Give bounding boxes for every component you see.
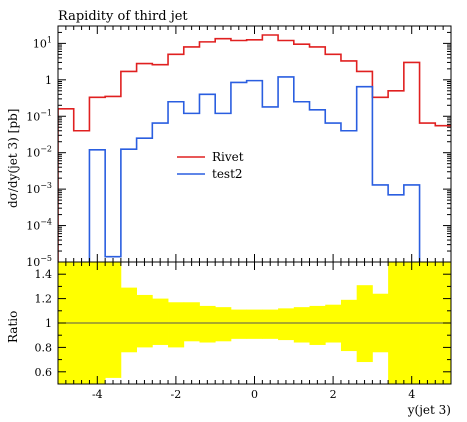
ratio-band-bin	[230, 309, 248, 339]
ratio-band-bin	[340, 299, 358, 352]
legend-label-test2: test2	[212, 167, 243, 181]
ratio-y-tick-label: 1.4	[35, 268, 53, 281]
ratio-band-bin	[293, 307, 310, 343]
ratio-y-tick-label: 0.8	[35, 341, 53, 354]
ratio-band-bin	[183, 302, 200, 342]
ratio-band-bin	[199, 305, 216, 343]
ratio-band-bin	[120, 287, 137, 353]
legend: Rivet test2	[177, 150, 244, 181]
x-tick-label: -4	[92, 388, 103, 401]
ratio-band-bin	[262, 309, 279, 339]
ratio-axis-label: Ratio	[6, 311, 20, 343]
series-rivet-line	[58, 34, 451, 262]
x-tick-label: 0	[251, 388, 258, 401]
y-tick-label: 10−5	[26, 254, 52, 269]
x-tick-label: 4	[408, 388, 415, 401]
y-tick-label: 10−4	[26, 218, 52, 233]
x-tick-label: -2	[171, 388, 182, 401]
y-tick-label: 10−1	[26, 108, 52, 123]
ratio-band-bin	[168, 302, 185, 348]
ratio-band-bin	[278, 308, 295, 341]
series-test2-line	[88, 76, 421, 262]
x-tick-label: 2	[330, 388, 337, 401]
ratio-band-bin	[356, 285, 373, 363]
y-tick-label: 10−3	[26, 181, 52, 196]
y-tick-label: 10−2	[26, 145, 52, 160]
ratio-band-bin	[215, 307, 232, 342]
ratio-y-tick-label: 0.6	[35, 366, 53, 379]
ratio-band-bin	[136, 294, 153, 348]
main-plot-frame	[57, 25, 452, 263]
chart-title: Rapidity of third jet	[58, 9, 188, 24]
y-tick-label: 101	[33, 35, 52, 50]
ratio-band-bin	[325, 304, 342, 343]
ratio-band-bin	[246, 309, 263, 339]
ratio-y-tick-label: 1.2	[35, 293, 53, 306]
ratio-band-bin	[152, 298, 169, 345]
ratio-band-bin	[105, 262, 122, 378]
legend-label-rivet: Rivet	[212, 150, 244, 164]
ratio-band-bin	[309, 305, 326, 345]
ratio-y-tick-label: 1	[45, 317, 52, 330]
ratio-band	[58, 262, 451, 384]
y-axis-label: dσ/dy(jet 3) [pb]	[6, 109, 20, 208]
x-axis-label: y(jet 3)	[407, 403, 451, 417]
y-tick-label: 1	[45, 74, 52, 87]
